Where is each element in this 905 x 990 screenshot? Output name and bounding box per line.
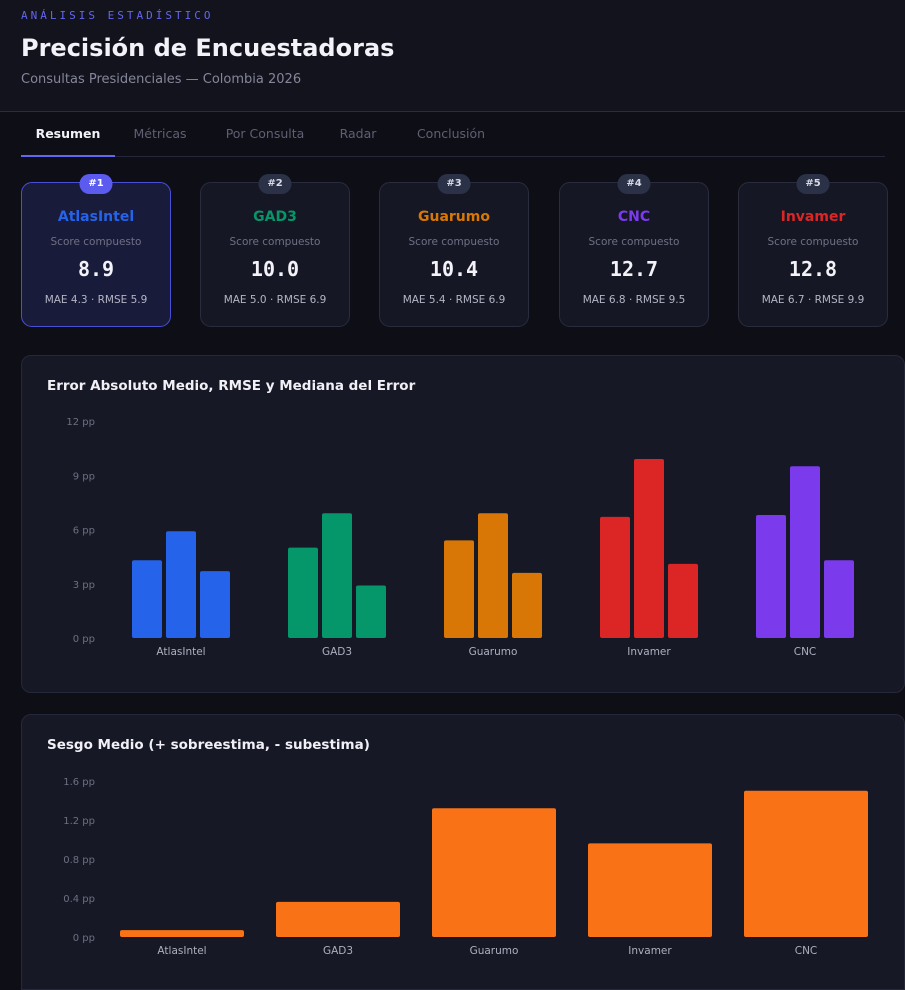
x-tick-label: CNC — [794, 646, 817, 658]
bar[interactable] — [166, 531, 196, 638]
y-tick-label: 0 pp — [73, 634, 95, 645]
score-label: Score compuesto — [408, 236, 500, 248]
y-tick-label: 3 pp — [73, 580, 95, 591]
x-tick-label: Guarumo — [470, 945, 519, 957]
composite-score: 12.7 — [609, 257, 659, 281]
tab-bar: Resumen Métricas Por Consulta Radar Conc… — [21, 112, 885, 157]
bar[interactable] — [276, 901, 400, 937]
error-detail: MAE 4.3 · RMSE 5.9 — [44, 294, 148, 306]
chart-title: Sesgo Medio (+ sobreestima, - subestima) — [47, 737, 370, 753]
y-tick-label: 6 pp — [73, 526, 95, 537]
bar[interactable] — [478, 513, 508, 638]
bar[interactable] — [744, 790, 868, 937]
pollster-name: GAD3 — [253, 209, 297, 225]
composite-score: 10.0 — [250, 257, 300, 281]
y-tick-label: 1.2 pp — [63, 816, 95, 827]
error-detail: MAE 5.4 · RMSE 6.9 — [402, 294, 506, 306]
score-label: Score compuesto — [588, 236, 680, 248]
bar[interactable] — [356, 585, 386, 638]
y-tick-label: 0.8 pp — [63, 855, 95, 866]
error-chart-panel: Error Absoluto Medio, RMSE y Mediana del… — [21, 355, 905, 693]
x-tick-label: GAD3 — [322, 646, 352, 658]
tab-por-consulta[interactable]: Por Consulta — [225, 126, 305, 141]
ranking-card[interactable]: #3 Guarumo Score compuesto 10.4 MAE 5.4 … — [379, 174, 529, 327]
bar[interactable] — [288, 547, 318, 638]
tab-conclusion[interactable]: Conclusión — [416, 126, 486, 141]
composite-score: 12.8 — [788, 257, 838, 281]
error-detail: MAE 5.0 · RMSE 6.9 — [223, 294, 327, 306]
bar[interactable] — [322, 513, 352, 638]
ranking-card[interactable]: #1 AtlasIntel Score compuesto 8.9 MAE 4.… — [21, 174, 171, 327]
page-subtitle: Consultas Presidenciales — Colombia 2026 — [21, 72, 302, 87]
bar[interactable] — [132, 560, 162, 638]
bar[interactable] — [756, 515, 786, 638]
bias-bar-chart: 1.6 pp 1.2 pp 0.8 pp 0.4 pp 0 pp AtlasIntel GA… — [63, 777, 868, 957]
y-tick-label: 0.4 pp — [63, 894, 95, 905]
x-tick-label: Invamer — [627, 646, 671, 658]
composite-score: 8.9 — [77, 257, 115, 281]
error-detail: MAE 6.8 · RMSE 9.5 — [582, 294, 686, 306]
tab-resumen[interactable]: Resumen — [21, 112, 115, 157]
error-bar-chart: 12 pp 9 pp 6 pp 3 pp 0 pp AtlasIntel GAD3 Guaru… — [66, 417, 854, 658]
bar[interactable] — [634, 458, 664, 638]
bar[interactable] — [432, 808, 556, 937]
bar[interactable] — [588, 843, 712, 937]
y-tick-label: 1.6 pp — [63, 777, 95, 788]
page-header: ANÁLISIS ESTADÍSTICO Precisión de Encues… — [0, 0, 905, 112]
bar[interactable] — [120, 930, 244, 937]
ranking-card[interactable]: #2 GAD3 Score compuesto 10.0 MAE 5.0 · R… — [200, 174, 350, 327]
bar[interactable] — [444, 540, 474, 638]
pollster-name: CNC — [617, 209, 651, 225]
eyebrow-label: ANÁLISIS ESTADÍSTICO — [21, 9, 214, 22]
pollster-name: Guarumo — [418, 209, 490, 225]
x-tick-label: AtlasIntel — [157, 945, 206, 957]
x-tick-label: Guarumo — [469, 646, 518, 658]
ranking-card[interactable]: #4 CNC Score compuesto 12.7 MAE 6.8 · RM… — [559, 174, 709, 327]
bar[interactable] — [512, 572, 542, 638]
rank-badge: #3 — [437, 174, 471, 194]
x-tick-label: CNC — [795, 945, 818, 957]
x-tick-label: GAD3 — [323, 945, 353, 957]
pollster-name: Invamer — [780, 209, 846, 225]
ranking-card[interactable]: #5 Invamer Score compuesto 12.8 MAE 6.7 … — [738, 174, 888, 327]
rank-badge: #5 — [796, 174, 830, 194]
x-tick-label: AtlasIntel — [156, 646, 205, 658]
score-label: Score compuesto — [767, 236, 859, 248]
tab-radar[interactable]: Radar — [339, 126, 377, 141]
tab-metricas[interactable]: Métricas — [133, 126, 187, 141]
bar[interactable] — [200, 571, 230, 638]
pollster-name: AtlasIntel — [57, 209, 135, 225]
rank-badge: #1 — [79, 174, 113, 194]
bar[interactable] — [790, 466, 820, 638]
y-tick-label: 9 pp — [73, 471, 95, 482]
bias-chart-panel: Sesgo Medio (+ sobreestima, - subestima)… — [21, 714, 905, 990]
score-label: Score compuesto — [50, 236, 142, 248]
rank-badge: #2 — [258, 174, 292, 194]
chart-title: Error Absoluto Medio, RMSE y Mediana del… — [47, 378, 416, 394]
composite-score: 10.4 — [429, 257, 479, 281]
bar[interactable] — [824, 560, 854, 638]
y-tick-label: 12 pp — [66, 417, 95, 428]
bar[interactable] — [668, 563, 698, 638]
x-tick-label: Invamer — [628, 945, 672, 957]
y-tick-label: 0 pp — [73, 933, 95, 944]
rank-badge: #4 — [617, 174, 651, 194]
error-detail: MAE 6.7 · RMSE 9.9 — [761, 294, 865, 306]
bar[interactable] — [600, 516, 630, 638]
page-title: Precisión de Encuestadoras — [21, 34, 395, 62]
score-label: Score compuesto — [229, 236, 321, 248]
